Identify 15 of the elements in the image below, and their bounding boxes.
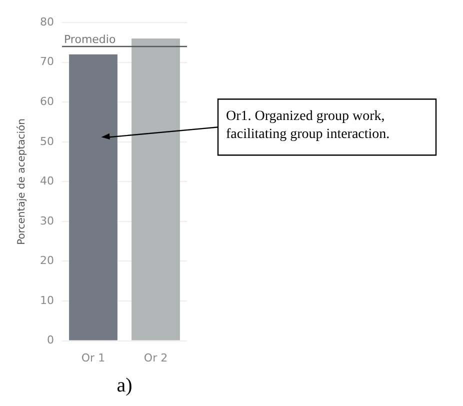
y-tick-label: 80	[40, 15, 54, 28]
y-tick-label: 0	[46, 334, 54, 347]
ref-line-label: Promedio	[64, 32, 116, 46]
y-tick-label: 60	[40, 95, 54, 108]
y-tick-label: 20	[40, 254, 54, 268]
y-tick-label: 70	[40, 55, 54, 68]
text: a)	[116, 374, 132, 396]
y-tick-label: 30	[40, 214, 54, 228]
y-tick-label: 50	[40, 134, 54, 148]
y-tick-label: 40	[40, 174, 54, 188]
y-tick-label: 10	[40, 294, 54, 307]
x-tick-label: Or 1	[81, 351, 106, 364]
x-tick-label: Or 2	[144, 351, 168, 364]
text: Or1. Organized group work, facilitating group interaction.	[226, 108, 390, 142]
y-axis-title: Porcentaje de aceptación	[16, 118, 28, 245]
